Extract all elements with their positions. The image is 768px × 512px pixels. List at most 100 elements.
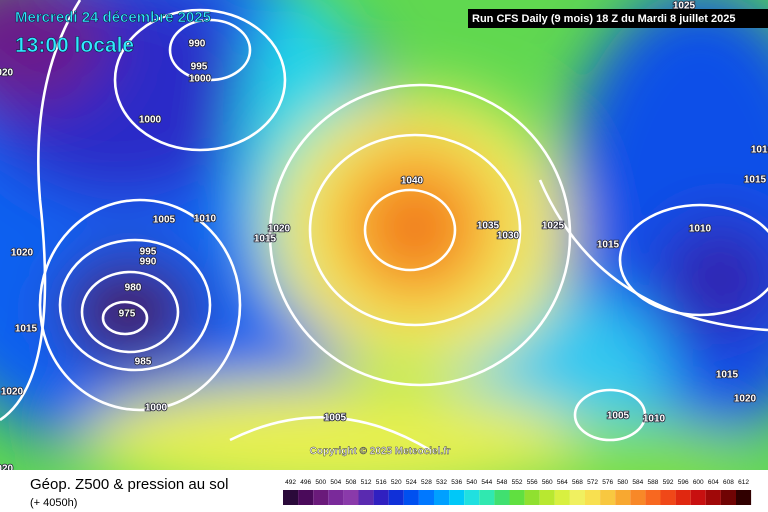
isobar-label: 1015	[716, 370, 739, 381]
scale-swatch	[403, 490, 419, 505]
scale-swatch	[388, 490, 404, 505]
scale-label: 588	[648, 479, 659, 486]
scale-swatch	[298, 490, 314, 505]
scale-label: 548	[497, 479, 508, 486]
scale-swatch	[554, 490, 570, 505]
scale-swatch	[313, 490, 329, 505]
isobar-label: 1025	[542, 221, 565, 232]
scale-swatch	[585, 490, 601, 505]
map	[0, 0, 768, 470]
scale-label: 608	[723, 479, 734, 486]
scale-label: 560	[542, 479, 553, 486]
isobar-label: 995	[140, 247, 157, 258]
isobar-label: 1035	[477, 221, 500, 232]
scale-swatch	[569, 490, 585, 505]
scale-label: 536	[451, 479, 462, 486]
scale-swatch	[434, 490, 450, 505]
scale-swatch	[705, 490, 721, 505]
isobar-label: 1015	[597, 240, 620, 251]
scale-swatch	[464, 490, 480, 505]
isobar-label: 990	[189, 39, 206, 50]
local-time: 13:00 locale	[15, 34, 134, 57]
scale-label: 612	[738, 479, 749, 486]
scale-label: 532	[436, 479, 447, 486]
scale-label: 540	[466, 479, 477, 486]
scale-swatch	[630, 490, 646, 505]
isobar-label: 990	[140, 257, 157, 268]
isobar-label: 995	[191, 62, 208, 73]
scale-swatch	[283, 490, 299, 505]
isobar-label: 975	[119, 309, 136, 320]
scale-swatch	[539, 490, 555, 505]
isobar-label: 1015	[15, 324, 38, 335]
scale-label: 600	[693, 479, 704, 486]
isobar-label: 980	[125, 283, 142, 294]
scale-label: 508	[346, 479, 357, 486]
lead-time: (+ 4050h)	[30, 497, 77, 509]
isobar-label: 1015	[254, 234, 277, 245]
scale-swatch	[479, 490, 495, 505]
scale-swatch	[358, 490, 374, 505]
isobar-label: 1020	[734, 394, 757, 405]
scale-label: 512	[361, 479, 372, 486]
scale-swatch	[690, 490, 706, 505]
isobar-label: 1020	[11, 248, 34, 259]
color-scale: 492 496 500 504 508 512 516 520 524 528 532 536 540 5…	[283, 479, 752, 505]
scale-label: 504	[330, 479, 341, 486]
scale-label: 556	[527, 479, 538, 486]
scale-label: 524	[406, 479, 417, 486]
scale-label: 604	[708, 479, 719, 486]
isobar-label: 1000	[189, 74, 212, 85]
scale-swatch	[736, 490, 752, 505]
isobars	[0, 0, 768, 452]
isobar-label: 1015	[744, 175, 767, 186]
scale-label: 528	[421, 479, 432, 486]
isobar-label: 1010	[643, 414, 666, 425]
isobar-label: 1030	[497, 231, 520, 242]
isobar-label: 985	[135, 357, 152, 368]
scale-label: 580	[617, 479, 628, 486]
scale-swatch	[615, 490, 631, 505]
scale-label: 584	[632, 479, 643, 486]
scale-label: 492	[285, 479, 296, 486]
scale-swatch	[418, 490, 434, 505]
date: Mercredi 24 décembre 2025	[15, 9, 211, 26]
scale-label: 552	[512, 479, 523, 486]
isobar-label: 1005	[153, 215, 176, 226]
scale-swatch	[343, 490, 359, 505]
scale-swatch	[328, 490, 344, 505]
scale-label: 596	[678, 479, 689, 486]
scale-swatch	[675, 490, 691, 505]
isobar-label: 1010	[689, 224, 712, 235]
scale-swatch	[509, 490, 525, 505]
isobar-label: 1020	[268, 224, 291, 235]
isobar-label: 1010	[751, 145, 768, 156]
scale-label: 500	[315, 479, 326, 486]
scale-label: 496	[300, 479, 311, 486]
scale-label: 564	[557, 479, 568, 486]
scale-swatch	[494, 490, 510, 505]
scale-label: 516	[376, 479, 387, 486]
scale-label: 572	[587, 479, 598, 486]
scale-swatch	[645, 490, 661, 505]
footer-title: Géop. Z500 & pression au sol	[30, 476, 228, 493]
scale-label: 520	[391, 479, 402, 486]
isobar-label: 1020	[0, 68, 14, 79]
scale-swatch	[373, 490, 389, 505]
isobar-label: 1000	[139, 115, 162, 126]
isobar-label: 1040	[401, 176, 424, 187]
scale-label: 576	[602, 479, 613, 486]
scale-swatch	[600, 490, 616, 505]
isobar-label: 1000	[145, 403, 168, 414]
isobar-label: 1020	[1, 387, 24, 398]
isobar-label: 1010	[194, 214, 217, 225]
scale-swatch	[720, 490, 736, 505]
isobar-label: 1005	[324, 413, 347, 424]
scale-label: 544	[481, 479, 492, 486]
run-info: Run CFS Daily (9 mois) 18 Z du Mardi 8 j…	[472, 13, 735, 25]
copyright: Copyright © 2025 Meteociel.fr	[310, 446, 451, 457]
scale-swatch	[660, 490, 676, 505]
run-box	[468, 9, 768, 28]
